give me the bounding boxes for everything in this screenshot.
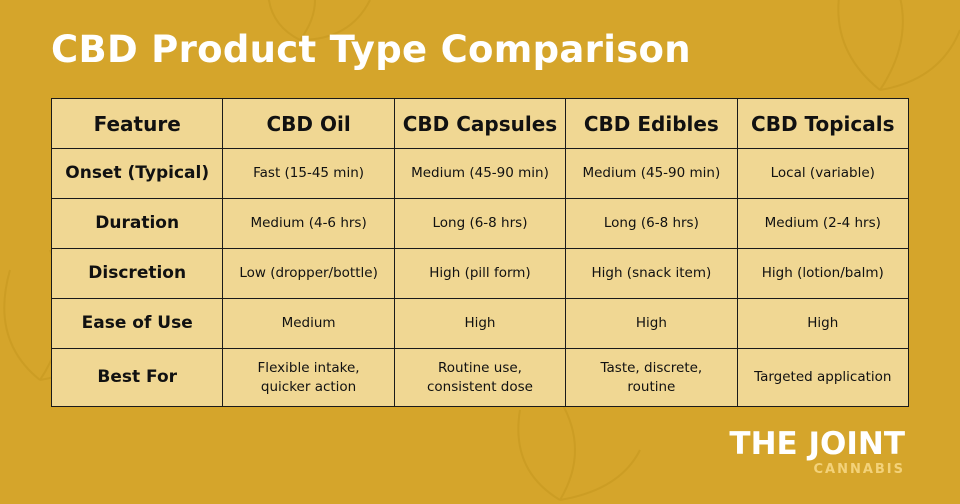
title: CBD Product Type Comparison (51, 28, 691, 71)
cell: Routine use, consistent dose (393, 348, 567, 407)
table-row: Discretion Low (dropper/bottle) High (pill… (50, 248, 910, 299)
cell-line: Taste, discrete, (600, 359, 703, 376)
cell-line: Flexible intake, (257, 359, 360, 376)
feature-cell: Discretion (50, 248, 224, 299)
feature-cell: Ease of Use (50, 298, 224, 349)
cell: Medium (4-6 hrs) (222, 198, 395, 249)
cell: High (393, 298, 567, 349)
logo-name: THE JOINT (729, 426, 905, 462)
cell: High (pill form) (393, 248, 567, 299)
cell-line: consistent dose (426, 378, 533, 395)
header-cell: CBD Edibles (565, 98, 738, 149)
table-row: Duration Medium (4-6 hrs) Long (6-8 hrs) Lo… (50, 198, 910, 249)
cell: Local (variable) (736, 148, 910, 199)
header-cell: CBD Oil (222, 98, 395, 149)
feature-cell: Duration (50, 198, 224, 249)
table-row: Best For Flexible intake, quicker action Ro… (50, 348, 910, 407)
feature-cell: Best For (50, 348, 224, 407)
cell: High (snack item) (565, 248, 738, 299)
cell: Targeted application (736, 348, 910, 407)
table-row: Ease of Use Medium High High High (50, 298, 910, 349)
header-row: Feature CBD Oil CBD Capsules CBD Edibles CBD… (50, 98, 910, 149)
header-cell: CBD Topicals (736, 98, 910, 149)
cell: High (736, 298, 910, 349)
cell: Fast (15-45 min) (222, 148, 395, 199)
cell: Long (6-8 hrs) (565, 198, 738, 249)
cell-line: routine (627, 378, 676, 395)
cell: High (565, 298, 738, 349)
header-cell: Feature (50, 98, 224, 149)
cell-line: quicker action (260, 378, 357, 395)
comparison-table: Feature CBD Oil CBD Capsules CBD Edibles CBD… (50, 98, 910, 407)
cell: Flexible intake, quicker action (222, 348, 395, 407)
header-cell: CBD Capsules (393, 98, 567, 149)
cell: Medium (45-90 min) (393, 148, 567, 199)
cell: High (lotion/balm) (736, 248, 910, 299)
cell: Medium (2-4 hrs) (736, 198, 910, 249)
table-row: Onset (Typical) Fast (15-45 min) Medium (4… (50, 148, 910, 199)
cell: Long (6-8 hrs) (393, 198, 567, 249)
logo-subtitle: CANNABIS (813, 462, 905, 477)
cell-line: Routine use, (437, 359, 522, 376)
cell: Medium (45-90 min) (565, 148, 738, 199)
cell: Taste, discrete, routine (565, 348, 738, 407)
cell: Low (dropper/bottle) (222, 248, 395, 299)
cell: Medium (222, 298, 395, 349)
feature-cell: Onset (Typical) (50, 148, 224, 199)
